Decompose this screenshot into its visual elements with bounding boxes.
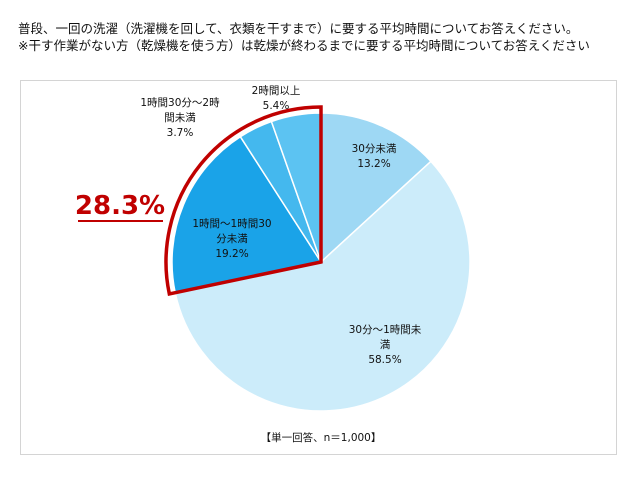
highlight-outline (164, 105, 323, 296)
title-line-1: 普段、一回の洗濯（洗濯機を回して、衣類を干すまで）に要する平均時間についてお答え… (18, 21, 579, 36)
pie-slice-2 (174, 160, 471, 412)
pie-slice-1 (320, 112, 432, 264)
slice-label-5: 2時間以上 5.4% (252, 85, 301, 112)
highlight-total-label: 28.3% (75, 191, 165, 221)
chart-title: 普段、一回の洗濯（洗濯機を回して、衣類を干すまで）に要する平均時間についてお答え… (18, 20, 628, 54)
footnote: 【単一回答、n＝1,000】 (261, 431, 382, 444)
pie-slice-3 (171, 135, 323, 294)
slice-label-2: 30分～1時間未満 58.5% (349, 324, 422, 366)
title-line-2: ※干す作業がない方（乾燥機を使う方）は乾燥が終わるまでに要する平均時間についてお… (18, 38, 590, 53)
slice-label-3: 1時間～1時間30 分未満 19.2% (192, 218, 271, 260)
slice-label-4: 1時間30分～2時間未満 3.7% (140, 97, 220, 139)
slice-label-1: 30分未満 13.2% (352, 143, 397, 170)
